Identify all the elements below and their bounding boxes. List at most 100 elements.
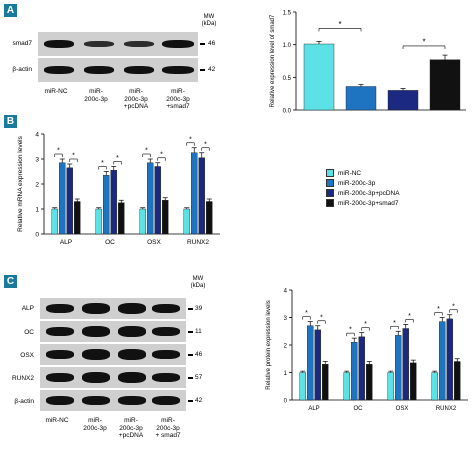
lane-label: miR- 200c-3p +pcDNA (118, 417, 144, 439)
y-axis-label: Relative mRNA expression levels (17, 135, 24, 231)
blot-band (46, 304, 74, 313)
bar (66, 167, 73, 235)
lane-label: miR-NC (45, 417, 69, 424)
blot-band (46, 327, 74, 336)
bar (358, 336, 365, 401)
bar (303, 43, 335, 111)
panel-label-b: B (4, 115, 17, 128)
blot-band (152, 396, 180, 405)
x-tick-label: ALP (308, 406, 319, 412)
x-tick-label: ALP (60, 239, 72, 246)
bar (402, 328, 409, 401)
bar (387, 372, 394, 401)
blot-c-row-label: OC (24, 329, 34, 336)
bar (59, 162, 66, 235)
bar (351, 342, 358, 401)
y-tick-label: 1.5 (283, 11, 292, 17)
bar (299, 372, 306, 401)
legend-label: miR-200c-3p (338, 179, 376, 187)
y-tick-label: 0 (284, 399, 288, 405)
blot-a-row-label: β-actin (12, 66, 32, 73)
blot-band (118, 326, 146, 337)
blot-c-strip-osx (40, 344, 186, 365)
y-tick-label: 3 (284, 316, 288, 322)
mw-value: 46 (195, 351, 203, 358)
significance-label: * (349, 327, 352, 334)
blot-band (152, 304, 180, 313)
lane-label: miR- 200c-3p + smad7 (155, 417, 181, 439)
legend-swatch (326, 189, 334, 197)
blot-c-row-label: OSX (20, 352, 34, 359)
bar (191, 152, 198, 235)
significance-label: * (160, 151, 163, 158)
legend: miR-NC miR-200c-3p miR-200c-3p+pcDNA miR… (326, 168, 400, 208)
bar (198, 157, 205, 235)
legend-item: miR-200c-3p+pcDNA (326, 188, 400, 198)
legend-item: miR-NC (326, 168, 400, 178)
y-tick-label: 3 (35, 157, 39, 164)
y-axis-label: Relative expression level of smad7 (270, 14, 276, 107)
blot-c-strip-runx2 (40, 367, 186, 388)
significance-label: * (101, 160, 104, 167)
mw-value: 39 (195, 305, 203, 312)
blot-band (46, 350, 74, 359)
legend-swatch (326, 179, 334, 187)
chart-b-mrna: 0 1 2 3 4 Relative mRNA expression levels ALP *… (17, 132, 220, 246)
mw-value: 11 (195, 328, 202, 335)
bar (410, 362, 417, 401)
blot-band (82, 326, 110, 337)
bar (95, 208, 102, 235)
mw-tick (188, 308, 193, 310)
mw-value: 42 (195, 397, 203, 404)
bar (395, 335, 402, 401)
blot-a-strip-actin (38, 58, 198, 82)
blot-band (152, 350, 180, 359)
significance-label: * (145, 148, 148, 155)
blot-band (118, 303, 146, 314)
chart-a-smad7: 0.0 0.5 1.0 1.5 Relative expression level of… (270, 11, 466, 115)
mw-tick (188, 354, 193, 356)
mw-tick (200, 69, 205, 71)
blot-band (44, 66, 74, 74)
blot-band (162, 40, 194, 48)
blot-band (82, 349, 110, 360)
blot-band (118, 396, 146, 405)
y-tick-label: 1 (284, 371, 288, 377)
blot-c-strip-actin (40, 390, 186, 411)
bar (429, 59, 461, 111)
y-tick-label: 0.0 (283, 109, 292, 115)
bar (446, 318, 453, 401)
significance-label: * (338, 20, 341, 29)
blot-c-strip-oc (40, 321, 186, 342)
legend-item: miR-200c-3p+smad7 (326, 198, 400, 208)
x-tick-label: OSX (147, 239, 161, 246)
blot-c-row-label: β-actin (14, 398, 34, 405)
bar (366, 364, 373, 401)
legend-label: miR-200c-3p+smad7 (338, 199, 399, 207)
y-tick-label: 2 (35, 182, 39, 189)
blot-band (118, 372, 146, 383)
x-tick-label: OC (105, 239, 115, 246)
legend-swatch (326, 169, 334, 177)
legend-label: miR-200c-3p+pcDNA (338, 189, 400, 197)
y-tick-label: 4 (35, 132, 39, 139)
y-tick-label: 0.5 (283, 76, 292, 82)
blot-a-row-label: smad7 (12, 40, 32, 47)
blot-band (162, 66, 194, 74)
bar (431, 372, 438, 401)
bar (439, 321, 446, 401)
bar (206, 201, 213, 235)
significance-label: * (320, 314, 323, 321)
mw-tick (200, 43, 205, 45)
bar (103, 175, 110, 235)
bar (118, 202, 125, 235)
bar (343, 372, 350, 401)
blot-band (82, 396, 110, 405)
bar (154, 166, 161, 235)
y-tick-label: 0 (35, 232, 39, 239)
x-tick-label: OC (354, 406, 364, 412)
bar (74, 201, 81, 235)
significance-label: * (204, 141, 207, 148)
significance-label: * (72, 153, 75, 160)
x-tick-label: RUNX2 (187, 239, 209, 246)
